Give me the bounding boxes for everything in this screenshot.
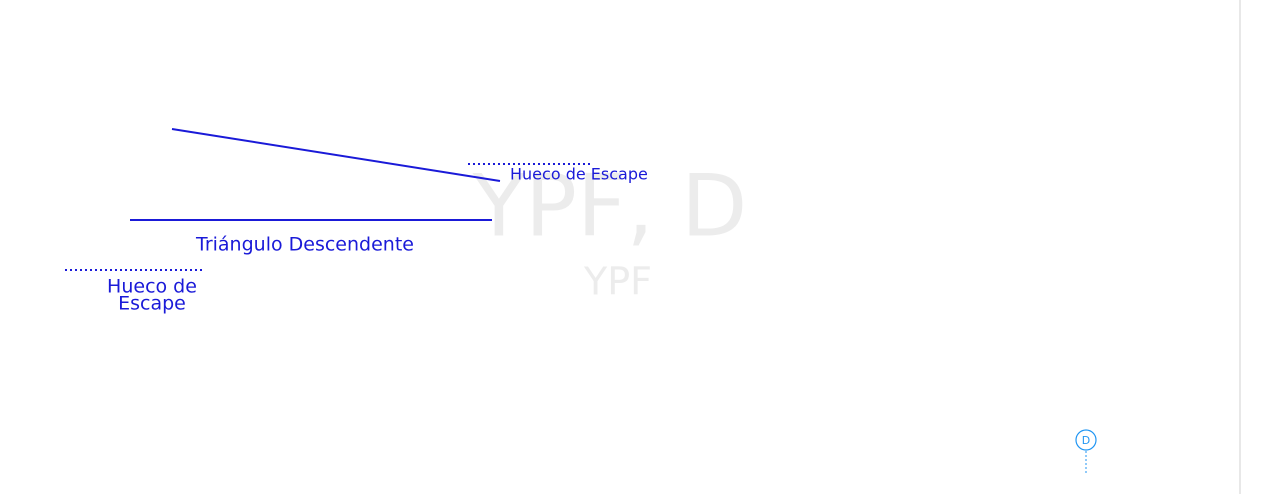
annotation: Hueco de Escape bbox=[510, 165, 648, 184]
annotation: Hueco de bbox=[107, 276, 197, 298]
trend-line bbox=[171, 128, 501, 182]
watermark: YPF, D bbox=[472, 156, 748, 256]
watermark-sub: YPF bbox=[583, 260, 652, 304]
event-label[interactable]: D bbox=[1082, 434, 1090, 447]
annotation: Triángulo Descendente bbox=[195, 234, 414, 256]
event-marker[interactable] bbox=[1075, 429, 1097, 451]
annotation: Escape bbox=[118, 293, 186, 315]
drawings: Hueco de Escape Triángulo Descendente Hu… bbox=[65, 128, 1097, 474]
